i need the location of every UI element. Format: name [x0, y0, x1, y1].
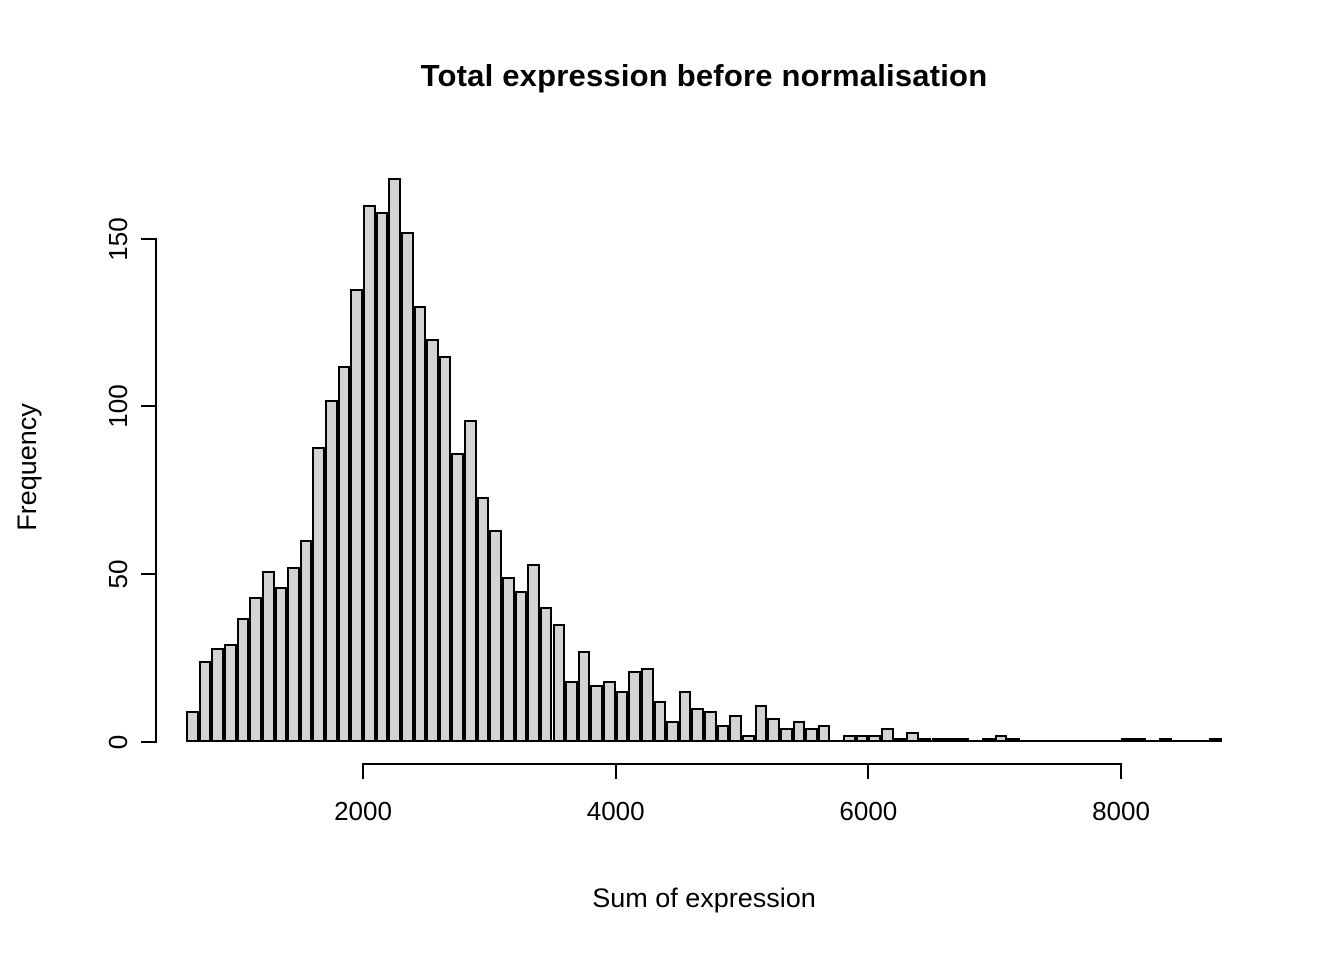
histogram-bar	[350, 288, 363, 743]
histogram-bar	[1158, 738, 1172, 743]
histogram-bar	[451, 453, 465, 743]
histogram-bar	[1209, 738, 1223, 743]
histogram-bar	[843, 734, 856, 743]
histogram-bar	[413, 305, 427, 743]
histogram-bar	[299, 540, 313, 743]
histogram-bar	[261, 570, 275, 743]
y-tick	[141, 740, 156, 743]
histogram-bar	[653, 701, 667, 743]
histogram-bar	[906, 731, 919, 743]
histogram-bar	[1133, 738, 1147, 743]
x-tick	[1120, 763, 1122, 779]
histogram-bar	[363, 205, 376, 743]
histogram-bar	[337, 366, 351, 743]
histogram-bar	[489, 530, 502, 743]
histogram-bar	[754, 704, 768, 743]
y-tick	[141, 572, 156, 575]
histogram-bar	[577, 651, 591, 743]
x-tick-label: 2000	[334, 796, 392, 826]
x-tick-label: 6000	[839, 796, 898, 826]
histogram-bar	[716, 724, 730, 743]
histogram-bar	[729, 714, 742, 743]
histogram-bar	[236, 617, 250, 743]
histogram-bar	[565, 681, 578, 743]
histogram-bar	[1007, 738, 1020, 743]
histogram-bar	[880, 728, 894, 743]
y-tick	[141, 405, 156, 408]
histogram-bar	[868, 734, 881, 743]
histogram-bar	[501, 577, 515, 743]
x-tick	[362, 763, 364, 779]
histogram-bar	[742, 734, 755, 743]
y-tick-label: 0	[103, 734, 133, 749]
y-tick-label: 100	[103, 384, 133, 428]
histogram-bar	[438, 355, 452, 743]
histogram-bar	[325, 399, 338, 743]
histogram-bar	[375, 211, 389, 743]
histogram-bar	[274, 587, 288, 743]
histogram-bar	[704, 711, 717, 743]
histogram-bar	[944, 738, 957, 743]
histogram-bar	[817, 724, 831, 743]
histogram-bar	[893, 738, 907, 743]
histogram-bar	[224, 644, 237, 743]
histogram-bar	[514, 590, 528, 743]
histogram-bar	[779, 728, 793, 743]
histogram-bar	[287, 567, 300, 743]
histogram-bar	[805, 728, 818, 743]
y-tick	[141, 237, 156, 240]
histogram-bar	[615, 691, 629, 743]
y-axis-line	[155, 237, 157, 743]
histogram-bar	[767, 718, 780, 743]
histogram-bar	[982, 738, 995, 743]
chart-title: Total expression before normalisation	[420, 58, 988, 93]
histogram-bar	[476, 496, 490, 743]
y-tick-label: 50	[103, 559, 133, 589]
histogram-bar	[388, 178, 401, 743]
histogram-bar	[539, 607, 553, 743]
histogram-bar	[186, 711, 199, 743]
x-tick	[867, 763, 870, 779]
histogram-bar	[590, 684, 604, 743]
histogram-bar	[426, 339, 439, 743]
histogram-bar	[640, 667, 654, 743]
y-tick-label: 150	[103, 216, 133, 261]
histogram-bar	[1121, 738, 1134, 743]
histogram-bar	[400, 231, 414, 743]
histogram-bar	[678, 691, 692, 743]
histogram-bar	[792, 721, 806, 743]
histogram-bar	[312, 446, 326, 743]
histogram-bar	[527, 563, 540, 743]
x-tick-label: 4000	[586, 796, 645, 826]
histogram-bar	[956, 738, 970, 743]
histogram-bar	[855, 734, 869, 743]
histogram-bar	[464, 419, 477, 743]
histogram-bar	[603, 681, 616, 743]
histogram-bar	[931, 738, 945, 743]
histogram-bar	[628, 671, 641, 743]
histogram-bar	[249, 597, 262, 743]
histogram-bar	[211, 647, 225, 743]
histogram-bar	[691, 708, 705, 743]
x-tick	[614, 763, 617, 779]
x-axis-line	[362, 763, 1122, 765]
x-tick-label: 8000	[1092, 796, 1150, 826]
histogram-bar	[666, 721, 679, 743]
histogram-bar	[918, 738, 932, 743]
histogram-bar	[994, 734, 1008, 743]
histogram-bar	[198, 661, 212, 743]
x-axis-label: Sum of expression	[592, 883, 816, 913]
histogram-bar	[552, 624, 566, 743]
